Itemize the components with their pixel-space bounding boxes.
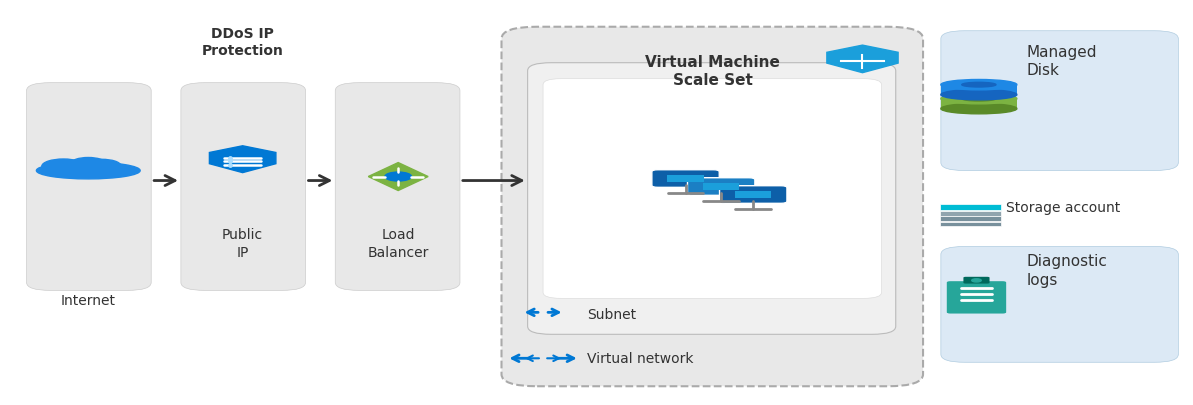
- Circle shape: [385, 172, 412, 181]
- Circle shape: [72, 158, 105, 169]
- FancyBboxPatch shape: [527, 63, 896, 334]
- Text: Managed
Disk: Managed Disk: [1026, 45, 1096, 78]
- Text: Virtual network: Virtual network: [587, 352, 693, 366]
- FancyBboxPatch shape: [687, 178, 755, 195]
- Circle shape: [972, 279, 981, 282]
- FancyBboxPatch shape: [335, 83, 460, 290]
- Text: Subnet: Subnet: [587, 308, 636, 322]
- FancyBboxPatch shape: [964, 277, 989, 283]
- Ellipse shape: [941, 79, 1016, 90]
- Text: Storage account: Storage account: [1006, 201, 1120, 215]
- FancyBboxPatch shape: [719, 186, 787, 203]
- Text: Virtual Machine
Scale Set: Virtual Machine Scale Set: [645, 55, 780, 88]
- Bar: [941, 99, 1016, 109]
- Circle shape: [42, 159, 85, 174]
- Text: DDoS IP
Protection: DDoS IP Protection: [202, 27, 284, 58]
- Text: Public
IP: Public IP: [222, 228, 264, 260]
- Ellipse shape: [36, 162, 140, 179]
- Ellipse shape: [962, 82, 996, 87]
- Text: Diagnostic
logs: Diagnostic logs: [1026, 254, 1107, 288]
- Ellipse shape: [941, 90, 1016, 100]
- Ellipse shape: [941, 94, 1016, 104]
- FancyBboxPatch shape: [941, 246, 1179, 362]
- Text: Internet: Internet: [61, 294, 116, 308]
- FancyBboxPatch shape: [501, 27, 923, 386]
- FancyBboxPatch shape: [940, 205, 1001, 211]
- FancyBboxPatch shape: [947, 281, 1006, 313]
- FancyBboxPatch shape: [651, 170, 719, 188]
- Text: Load
Balancer: Load Balancer: [367, 228, 429, 260]
- FancyBboxPatch shape: [26, 83, 152, 290]
- Polygon shape: [369, 162, 428, 190]
- FancyBboxPatch shape: [940, 222, 1001, 226]
- Polygon shape: [827, 45, 898, 72]
- Ellipse shape: [941, 103, 1016, 114]
- FancyBboxPatch shape: [940, 217, 1001, 221]
- FancyBboxPatch shape: [735, 191, 772, 198]
- Circle shape: [82, 159, 120, 172]
- Bar: [941, 85, 1016, 95]
- FancyBboxPatch shape: [181, 83, 305, 290]
- FancyBboxPatch shape: [703, 183, 740, 190]
- Polygon shape: [210, 146, 276, 173]
- FancyBboxPatch shape: [941, 31, 1179, 171]
- FancyBboxPatch shape: [940, 211, 1001, 216]
- FancyBboxPatch shape: [667, 175, 704, 182]
- Ellipse shape: [962, 96, 996, 101]
- FancyBboxPatch shape: [543, 79, 882, 298]
